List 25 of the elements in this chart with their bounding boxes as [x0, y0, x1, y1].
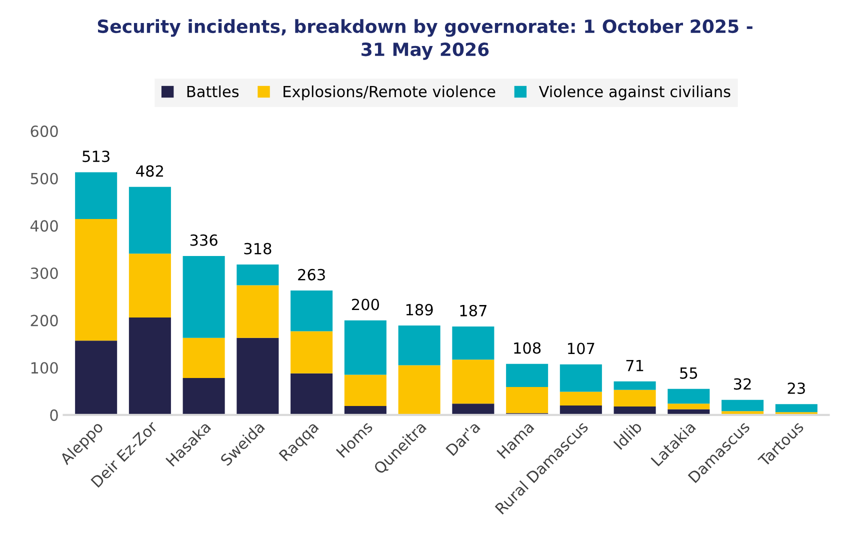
total-label: 187: [460, 304, 486, 316]
total-label: 32: [734, 378, 751, 390]
total-label: 55: [680, 368, 698, 379]
total-label: 200: [352, 298, 380, 310]
total-label: 71: [626, 360, 644, 372]
total-label: 263: [298, 268, 325, 280]
total-label: 318: [244, 242, 272, 254]
legend-label: Violence against civilians: [538, 85, 730, 100]
total-label: 23: [788, 382, 805, 394]
total-label: 513: [82, 150, 110, 162]
y-tick-label: 200: [30, 314, 58, 326]
y-tick-label: 400: [30, 220, 58, 232]
total-label: 336: [190, 234, 218, 246]
legend-label: Explosions/Remote violence: [284, 85, 496, 100]
total-label: 189: [406, 304, 433, 316]
total-label: 482: [136, 165, 163, 177]
y-tick-label: 100: [31, 362, 58, 374]
chart-title: Security incidents, breakdown by governorate: 1 October 2025 - 31 May 2026: [98, 19, 752, 60]
y-tick-label: 500: [30, 172, 58, 184]
y-tick-label: 600: [30, 126, 58, 138]
y-tick-label: 0: [50, 409, 58, 421]
total-label: 107: [568, 342, 594, 354]
total-label: 108: [514, 342, 541, 354]
legend-label: Battles: [187, 85, 239, 98]
y-tick-label: 300: [30, 267, 58, 280]
